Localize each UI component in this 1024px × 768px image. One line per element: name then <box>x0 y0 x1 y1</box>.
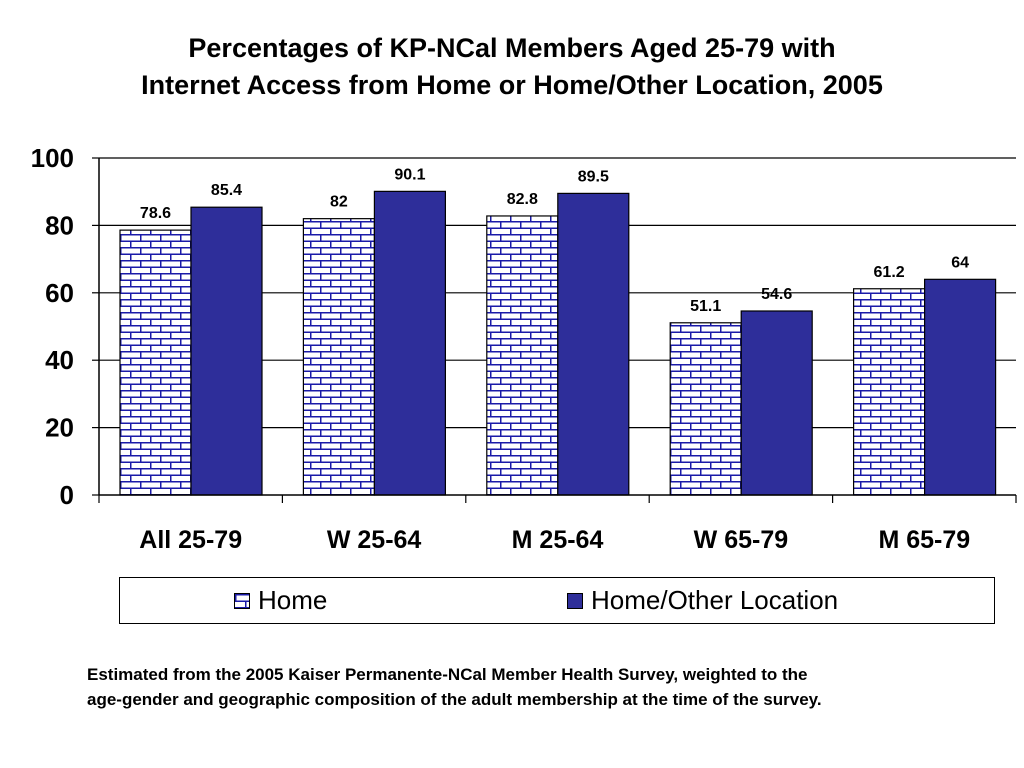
data-label: 51.1 <box>690 298 721 315</box>
data-label: 85.4 <box>211 182 242 199</box>
bar-home-other <box>557 192 630 496</box>
footnote-line-2: age-gender and geographic composition of… <box>87 690 822 709</box>
bar-home-other <box>190 206 263 496</box>
data-label: 54.6 <box>761 286 792 303</box>
bar-chart: 0 20 40 60 80 100 78.6 85.4 All 25-79 82 90.1 W 25-… <box>31 143 1017 554</box>
data-label: 64 <box>951 254 969 271</box>
data-label: 82 <box>330 194 348 211</box>
footnote: Estimated from the 2005 Kaiser Permanent… <box>87 662 987 712</box>
bar-home-other <box>740 310 813 496</box>
bar-home-other <box>923 278 997 496</box>
data-label: 82.8 <box>507 191 538 208</box>
legend-item-home-other: Home/Other Location <box>567 578 838 623</box>
x-tick-label: M 25-64 <box>512 526 604 554</box>
data-label: 78.6 <box>140 205 171 222</box>
x-tick-label: W 25-64 <box>327 526 422 554</box>
bar-home <box>119 229 192 496</box>
bar-home <box>669 322 742 496</box>
footnote-line-1: Estimated from the 2005 Kaiser Permanent… <box>87 665 808 684</box>
legend-label-home: Home <box>258 585 328 615</box>
bars <box>119 190 997 496</box>
bar-home-other <box>373 190 446 496</box>
chart-title-line-1: Percentages of KP-NCal Members Aged 25-7… <box>188 33 836 63</box>
x-tick-label: All 25-79 <box>139 526 242 554</box>
legend: Home Home/Other Location <box>119 577 995 624</box>
x-tick-label: M 65-79 <box>878 526 970 554</box>
data-label: 90.1 <box>394 166 425 183</box>
data-label: 89.5 <box>578 168 609 185</box>
bar-home <box>302 218 375 496</box>
legend-swatch-home <box>234 592 250 609</box>
chart-title-line-2: Internet Access from Home or Home/Other … <box>141 70 883 100</box>
y-tick-label: 40 <box>45 345 74 375</box>
labels: 0 20 40 60 80 100 78.6 85.4 All 25-79 82 90.1 W 25-… <box>31 143 971 554</box>
bar-home <box>852 288 926 496</box>
y-tick-label: 80 <box>45 210 74 240</box>
data-label: 61.2 <box>874 264 905 281</box>
y-tick-label: 0 <box>60 480 74 510</box>
legend-label-home-other: Home/Other Location <box>591 585 839 615</box>
chart-title: Percentages of KP-NCal Members Aged 25-7… <box>0 30 1024 104</box>
legend-item-home: Home <box>234 578 327 623</box>
y-tick-label: 60 <box>45 278 74 308</box>
x-tick-label: W 65-79 <box>694 526 788 554</box>
y-tick-label: 20 <box>45 413 74 443</box>
bar-home <box>486 215 559 496</box>
y-tick-label: 100 <box>31 143 74 173</box>
legend-swatch-home-other <box>567 592 583 609</box>
axes <box>92 157 1017 503</box>
